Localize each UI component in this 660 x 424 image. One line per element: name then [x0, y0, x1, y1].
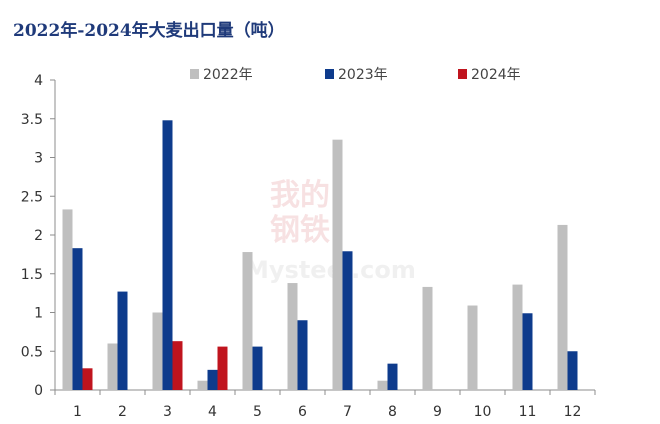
y-tick-label: 2: [34, 228, 43, 244]
legend-label: 2022年: [203, 67, 253, 83]
bar-2024年-3: [172, 341, 183, 390]
x-tick-label: 9: [433, 404, 442, 420]
bar-2023年-2: [117, 291, 128, 390]
axes: 00.511.522.533.541 2 3 4 5 6 7 8 9 10 11 12: [21, 73, 596, 420]
y-tick-label: 3.5: [21, 112, 43, 128]
bar-2022年-1: [62, 209, 73, 390]
bar-2022年-9: [422, 286, 433, 390]
watermark-line2: 钢铁: [270, 213, 330, 248]
bar-2022年-5: [242, 252, 253, 390]
y-tick-label: 1: [34, 306, 43, 322]
bar-2022年-7: [332, 139, 343, 390]
y-tick-label: 2.5: [21, 189, 43, 205]
bar-2024年-4: [217, 346, 228, 390]
watermark: 我的 钢铁 Mysteel.com: [245, 178, 416, 284]
x-tick-label: 1: [73, 404, 82, 420]
x-tick-label: 2: [118, 404, 127, 420]
y-tick-label: 0: [34, 383, 43, 399]
x-tick-label: 12: [564, 404, 582, 420]
x-tick-label: 6: [298, 404, 307, 420]
bar-2023年-12: [567, 351, 578, 390]
y-tick-label: 3: [34, 151, 43, 167]
x-tick-label: 7: [343, 404, 352, 420]
x-tick-label: 5: [253, 404, 262, 420]
bar-2022年-12: [557, 224, 568, 390]
bar-2022年-6: [287, 283, 298, 390]
bar-2023年-7: [342, 251, 353, 390]
bar-2022年-3: [152, 312, 163, 390]
bar-2024年-1: [82, 368, 93, 390]
x-tick-label: 3: [163, 404, 172, 420]
watermark-text: Mysteel.com: [245, 256, 416, 284]
legend-label: 2024年: [471, 67, 521, 83]
bar-2022年-10: [467, 305, 478, 390]
bar-2023年-3: [162, 120, 173, 391]
y-tick-label: 4: [34, 73, 43, 89]
bar-2023年-5: [252, 346, 263, 390]
x-tick-label: 8: [388, 404, 397, 420]
y-tick-label: 1.5: [21, 267, 43, 283]
bar-2023年-1: [72, 248, 83, 390]
legend: 2022年 2023年 2024年: [190, 67, 521, 83]
x-tick-label: 4: [208, 404, 217, 420]
x-tick-label: 10: [474, 404, 492, 420]
watermark-line1: 我的: [270, 178, 330, 213]
bars: [62, 120, 578, 391]
chart-title: 2022年-2024年大麦出口量（吨）: [13, 20, 285, 41]
legend-swatch: [458, 69, 467, 79]
bar-2023年-4: [207, 369, 218, 390]
bar-2023年-8: [387, 363, 398, 390]
bar-2022年-2: [107, 343, 118, 390]
bar-2023年-11: [522, 313, 533, 390]
legend-swatch: [325, 69, 334, 79]
x-tick-label: 11: [519, 404, 537, 420]
bar-2022年-4: [197, 380, 208, 390]
y-tick-label: 0.5: [21, 344, 43, 360]
bar-2022年-8: [377, 380, 388, 390]
legend-label: 2023年: [338, 67, 388, 83]
bar-2023年-6: [297, 320, 308, 390]
legend-swatch: [190, 69, 199, 79]
bar-2022年-11: [512, 284, 523, 390]
